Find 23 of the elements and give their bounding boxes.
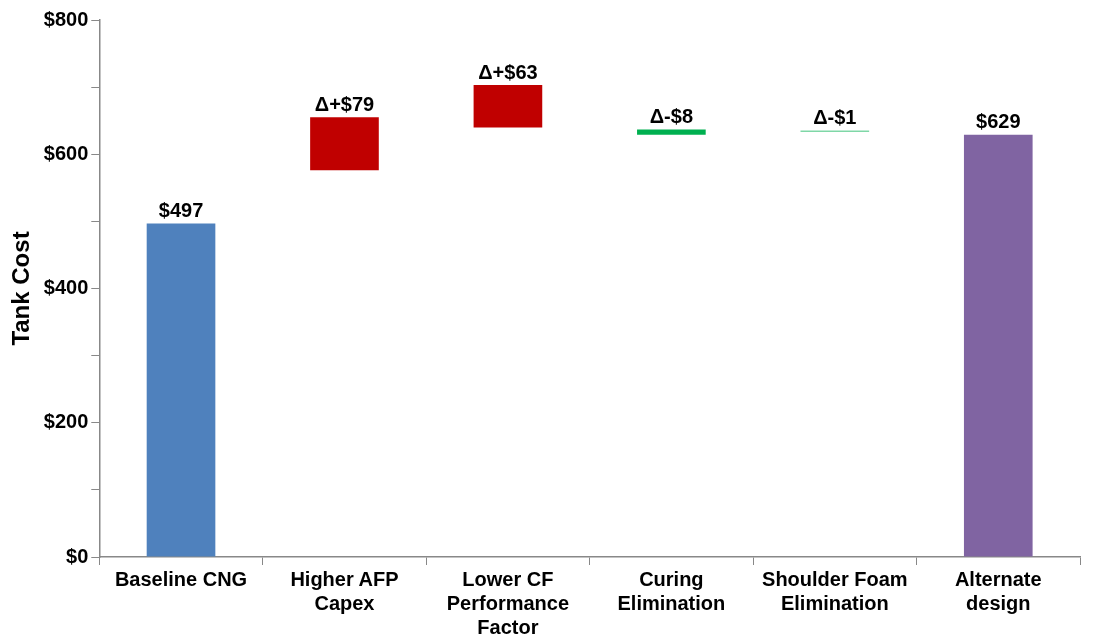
data-label: $497 bbox=[158, 198, 204, 221]
bar bbox=[310, 117, 379, 171]
data-label: $629 bbox=[976, 110, 1021, 133]
bar bbox=[146, 223, 216, 557]
y-tick-label: $400 bbox=[43, 276, 89, 299]
x-tick-label: Baseline CNG bbox=[114, 567, 248, 590]
data-label: Δ-$8 bbox=[649, 104, 694, 127]
data-label: Δ-$1 bbox=[813, 106, 857, 129]
bar bbox=[963, 134, 1033, 557]
y-tick-label: $800 bbox=[43, 7, 89, 30]
y-tick-label: $0 bbox=[66, 544, 89, 567]
data-label: Δ+$63 bbox=[478, 60, 538, 83]
bar bbox=[637, 129, 706, 135]
x-tick-label: Higher AFP Capex bbox=[290, 567, 399, 614]
x-tick-label: Alternate design bbox=[954, 567, 1042, 614]
y-tick-label: $600 bbox=[43, 141, 89, 164]
y-axis-title: Tank Cost bbox=[7, 231, 35, 346]
x-tick-label: Lower CF Performance Factor bbox=[446, 567, 570, 638]
x-tick-label: Curing Elimination bbox=[617, 567, 726, 614]
x-tick-label: Shoulder Foam Elimination bbox=[762, 567, 908, 614]
y-tick-label: $200 bbox=[43, 410, 89, 433]
data-label: Δ+$79 bbox=[314, 92, 375, 115]
bar bbox=[473, 85, 543, 128]
